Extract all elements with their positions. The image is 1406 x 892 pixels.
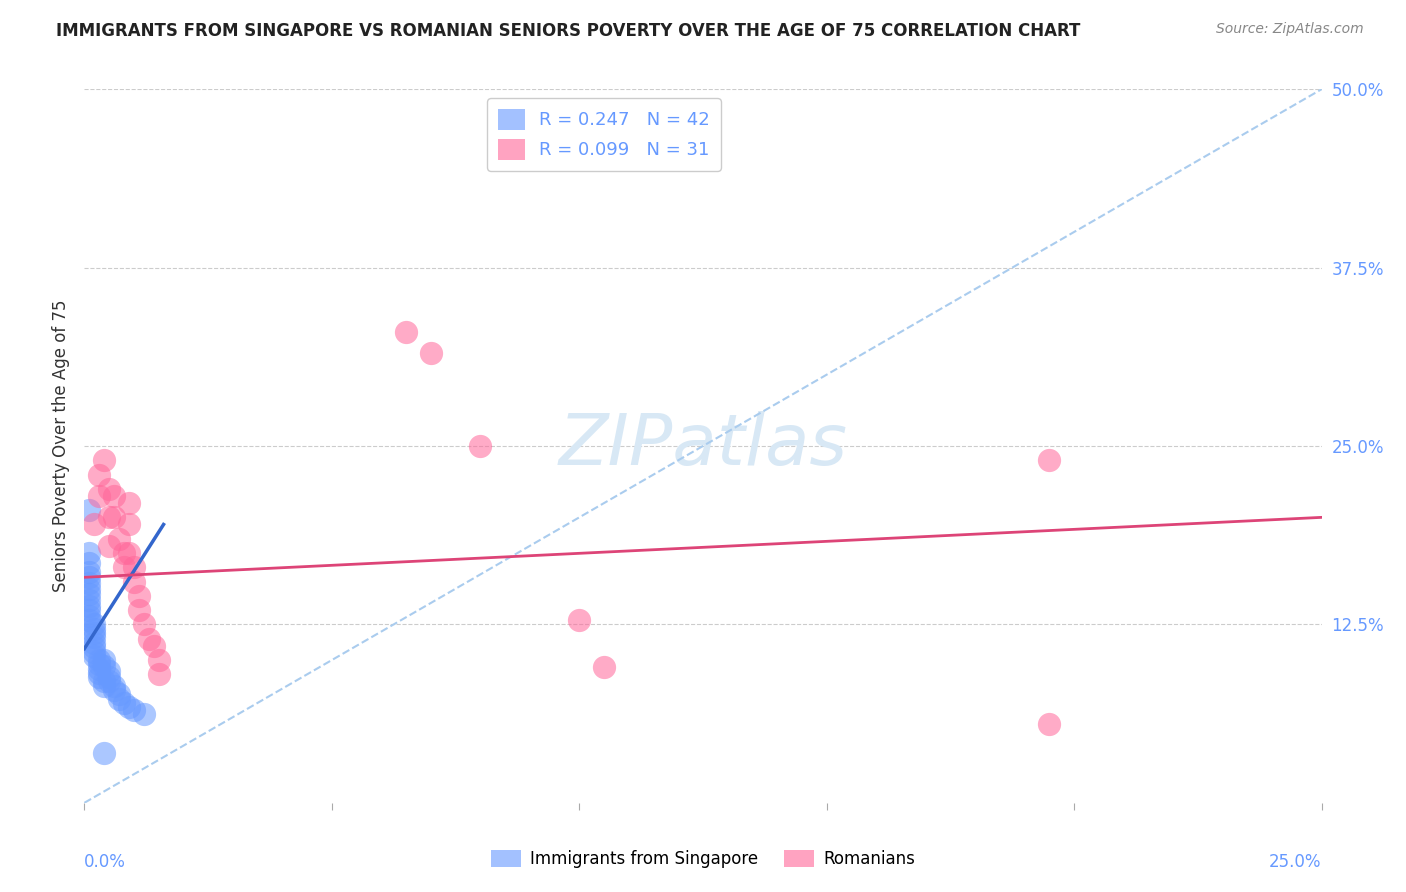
Point — [103, 510, 125, 524]
Point — [112, 546, 135, 560]
Point — [419, 346, 441, 360]
Point — [89, 670, 111, 684]
Point — [79, 587, 101, 601]
Point — [79, 546, 101, 560]
Point — [83, 626, 105, 640]
Point — [89, 662, 111, 676]
Point — [118, 496, 141, 510]
Point — [83, 630, 105, 644]
Point — [79, 613, 101, 627]
Legend: R = 0.247   N = 42, R = 0.099   N = 31: R = 0.247 N = 42, R = 0.099 N = 31 — [486, 98, 721, 170]
Point — [83, 517, 105, 532]
Point — [118, 517, 141, 532]
Point — [93, 658, 115, 673]
Point — [122, 574, 145, 589]
Point — [79, 582, 101, 596]
Point — [98, 510, 121, 524]
Point — [108, 691, 131, 706]
Point — [79, 608, 101, 623]
Text: IMMIGRANTS FROM SINGAPORE VS ROMANIAN SENIORS POVERTY OVER THE AGE OF 75 CORRELA: IMMIGRANTS FROM SINGAPORE VS ROMANIAN SE… — [56, 22, 1081, 40]
Point — [83, 640, 105, 655]
Point — [103, 489, 125, 503]
Y-axis label: Seniors Poverty Over the Age of 75: Seniors Poverty Over the Age of 75 — [52, 300, 70, 592]
Point — [103, 683, 125, 698]
Text: ZIPatlas: ZIPatlas — [558, 411, 848, 481]
Point — [593, 660, 616, 674]
Point — [89, 665, 111, 680]
Point — [122, 703, 145, 717]
Legend: Immigrants from Singapore, Romanians: Immigrants from Singapore, Romanians — [484, 843, 922, 875]
Point — [148, 667, 170, 681]
Point — [1038, 453, 1060, 467]
Point — [93, 746, 115, 760]
Point — [79, 503, 101, 517]
Point — [112, 560, 135, 574]
Point — [79, 593, 101, 607]
Point — [132, 707, 155, 722]
Point — [118, 546, 141, 560]
Point — [79, 599, 101, 613]
Point — [138, 632, 160, 646]
Point — [98, 670, 121, 684]
Point — [83, 648, 105, 663]
Point — [128, 603, 150, 617]
Text: 0.0%: 0.0% — [84, 853, 127, 871]
Point — [142, 639, 165, 653]
Point — [93, 653, 115, 667]
Point — [79, 576, 101, 591]
Point — [83, 617, 105, 632]
Point — [395, 325, 418, 339]
Point — [122, 560, 145, 574]
Point — [89, 653, 111, 667]
Point — [83, 622, 105, 636]
Point — [108, 687, 131, 701]
Point — [98, 674, 121, 689]
Point — [98, 539, 121, 553]
Point — [148, 653, 170, 667]
Point — [79, 603, 101, 617]
Point — [132, 617, 155, 632]
Text: Source: ZipAtlas.com: Source: ZipAtlas.com — [1216, 22, 1364, 37]
Point — [93, 674, 115, 689]
Point — [89, 467, 111, 482]
Point — [79, 570, 101, 584]
Point — [470, 439, 492, 453]
Point — [98, 482, 121, 496]
Point — [112, 696, 135, 710]
Point — [118, 700, 141, 714]
Point — [83, 644, 105, 658]
Point — [79, 565, 101, 579]
Point — [568, 613, 591, 627]
Point — [1038, 717, 1060, 731]
Point — [89, 489, 111, 503]
Point — [83, 636, 105, 650]
Point — [79, 556, 101, 570]
Point — [93, 453, 115, 467]
Point — [93, 679, 115, 693]
Point — [98, 665, 121, 679]
Point — [103, 679, 125, 693]
Text: 25.0%: 25.0% — [1270, 853, 1322, 871]
Point — [89, 657, 111, 672]
Point — [128, 589, 150, 603]
Point — [108, 532, 131, 546]
